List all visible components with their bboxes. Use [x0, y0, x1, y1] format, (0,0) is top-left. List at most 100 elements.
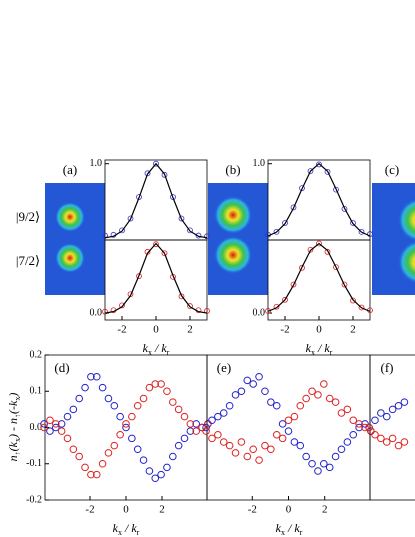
- axis-label-part: ↑: [13, 414, 22, 418]
- data-point: [365, 423, 373, 432]
- data-point: [63, 434, 72, 443]
- data-point: [116, 430, 124, 439]
- data-point: [81, 383, 89, 392]
- data-point: [214, 412, 222, 421]
- data-point: [371, 430, 379, 439]
- panel-label: (e): [217, 360, 231, 375]
- data-point: [133, 401, 142, 410]
- data-point: [273, 303, 280, 310]
- data-point: [349, 430, 358, 439]
- data-point: [69, 445, 78, 454]
- data-point: [151, 380, 160, 388]
- axis-label-part: / k: [285, 521, 300, 535]
- y-tick-label: 0.2: [30, 349, 43, 360]
- x-tick-label: 2: [350, 324, 356, 336]
- axis-label: n↑(kx) - n↑(-kx): [6, 393, 23, 462]
- x-tick-label: 2: [187, 324, 193, 336]
- axis-label-part: / k: [152, 341, 167, 355]
- data-point: [204, 233, 210, 240]
- data-point: [127, 215, 134, 222]
- data-point: [153, 241, 159, 248]
- plot-frame: [104, 159, 208, 241]
- data-point: [314, 467, 322, 475]
- data-point: [231, 391, 240, 399]
- data-point: [273, 228, 280, 235]
- data-point: [377, 409, 385, 417]
- data-point: [219, 409, 228, 417]
- axis-label-part: (-k: [6, 400, 20, 414]
- data-point: [349, 416, 358, 425]
- data-point: [186, 420, 195, 428]
- data-point: [358, 228, 365, 235]
- data-point: [157, 470, 165, 479]
- data-point: [102, 308, 108, 315]
- x-tick-label: -2: [85, 504, 94, 516]
- data-point: [110, 441, 119, 450]
- data-point: [272, 401, 281, 410]
- data-point: [296, 401, 305, 410]
- data-point: [57, 427, 66, 435]
- data-point: [204, 308, 210, 314]
- data-point: [367, 231, 373, 237]
- data-point: [192, 427, 200, 435]
- data-point: [249, 380, 257, 388]
- data-point: [290, 412, 299, 421]
- data-point: [350, 220, 356, 226]
- panel-label: (f): [381, 360, 394, 375]
- data-point: [136, 194, 142, 200]
- axis-label-part: ↑: [13, 451, 22, 455]
- data-point: [40, 423, 48, 432]
- axis-label-part: (k: [6, 441, 20, 451]
- image-c: [372, 183, 415, 295]
- axis-label-part: x: [311, 348, 315, 357]
- panel-label: (c): [385, 162, 399, 177]
- data-point: [400, 438, 409, 446]
- data-point: [214, 430, 222, 439]
- data-point: [157, 380, 165, 388]
- data-point: [170, 194, 176, 200]
- data-point: [308, 387, 316, 396]
- x-tick-label: 0: [286, 504, 292, 516]
- data-point: [127, 291, 134, 298]
- axis-label-part: k: [306, 341, 312, 355]
- axis-label-part: / k: [122, 521, 137, 535]
- data-point: [180, 434, 189, 443]
- data-point: [249, 445, 257, 454]
- data-point: [75, 452, 83, 461]
- data-point: [163, 387, 171, 396]
- data-point: [361, 423, 369, 432]
- axis-label-part: ): [6, 393, 20, 398]
- data-point: [307, 168, 314, 175]
- x-tick-label: -2: [248, 504, 257, 516]
- data-point: [394, 401, 403, 410]
- data-point: [255, 372, 263, 381]
- data-point: [161, 250, 168, 257]
- data-point: [63, 412, 72, 421]
- data-point: [267, 445, 275, 454]
- y-tick-label: 1.0: [90, 158, 103, 169]
- data-point: [237, 438, 246, 446]
- data-point: [261, 387, 269, 396]
- image-b: [208, 183, 268, 295]
- data-point: [128, 412, 136, 421]
- axis-label-part: x: [281, 528, 285, 537]
- data-point: [187, 227, 193, 234]
- data-point: [139, 456, 148, 464]
- data-point: [382, 412, 391, 421]
- data-point: [308, 459, 316, 468]
- data-point: [261, 441, 269, 450]
- data-point: [290, 204, 297, 211]
- data-point: [174, 441, 183, 450]
- data-point: [231, 449, 240, 457]
- data-point: [46, 427, 54, 435]
- data-point: [75, 394, 83, 403]
- data-point: [136, 273, 142, 280]
- data-point: [104, 394, 113, 403]
- y-tick-label: 0.1: [30, 386, 43, 397]
- y-tick-label: -0.1: [26, 458, 42, 469]
- data-point: [163, 463, 171, 472]
- data-point: [174, 405, 183, 414]
- data-point: [237, 387, 246, 396]
- data-point: [320, 459, 328, 468]
